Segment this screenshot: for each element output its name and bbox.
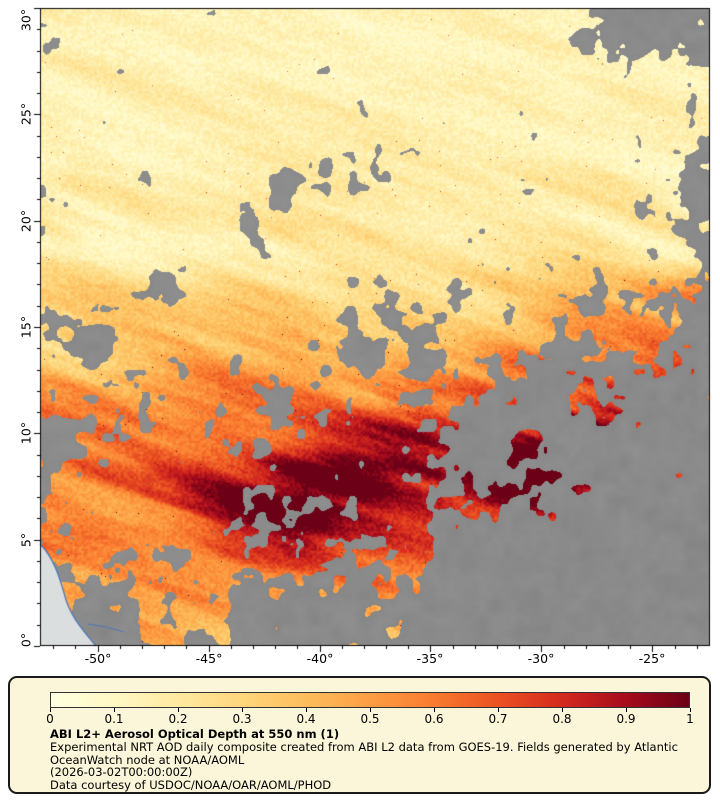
lat-tick-label: 15° bbox=[18, 315, 34, 339]
lat-tick-label: 25° bbox=[18, 102, 34, 126]
colorbar-tick-label: 1 bbox=[686, 712, 694, 726]
product-title: ABI L2+ Aerosol Optical Depth at 550 nm … bbox=[50, 727, 340, 741]
colorbar-tick-label: 0.2 bbox=[168, 712, 188, 726]
colorbar-ticks bbox=[50, 708, 691, 712]
colorbar-tick-label: 0.7 bbox=[488, 712, 508, 726]
colorbar-tick-label: 0.8 bbox=[552, 712, 572, 726]
product-description: Experimental NRT AOD daily composite cre… bbox=[50, 739, 678, 767]
colorbar-tick-label: 0.1 bbox=[104, 712, 124, 726]
lat-tick-label: 10° bbox=[18, 421, 34, 445]
colorbar-tick-label: 0.6 bbox=[424, 712, 444, 726]
lon-tick-label: -40° bbox=[306, 651, 334, 666]
lat-tick-label: 5° bbox=[18, 532, 34, 548]
colorbar-tick-label: 0.9 bbox=[616, 712, 636, 726]
lat-tick-label: 0° bbox=[18, 632, 34, 648]
lon-tick-label: -30° bbox=[527, 651, 555, 666]
colorbar-tick-label: 0.3 bbox=[232, 712, 252, 726]
colorbar-tick-label: 0 bbox=[46, 712, 54, 726]
colorbar-labels: 0 0.1 0.2 0.3 0.4 0.5 0.6 0.7 0.8 0.9 1 bbox=[46, 712, 694, 726]
lon-tick-label: -35° bbox=[416, 651, 444, 666]
lon-tick-label: -50° bbox=[84, 651, 112, 666]
colorbar-gradient bbox=[50, 692, 690, 708]
credit-line: Data courtesy of USDOC/NOAA/OAR/AOML/PHO… bbox=[50, 778, 332, 793]
colorbar-tick-label: 0.5 bbox=[360, 712, 380, 726]
lon-tick-label: -45° bbox=[195, 651, 223, 666]
colorbar-tick-label: 0.4 bbox=[296, 712, 316, 726]
aod-map-canvas bbox=[0, 0, 720, 672]
legend-text: ABI L2+ Aerosol Optical Depth at 550 nm … bbox=[50, 728, 700, 792]
lon-tick-label: -25° bbox=[638, 651, 666, 666]
timestamp: (2026-03-02T00:00:00Z) bbox=[50, 765, 193, 780]
lat-tick-label: 20° bbox=[18, 209, 34, 233]
lat-tick-label: 30° bbox=[18, 8, 34, 32]
legend-panel: 0 0.1 0.2 0.3 0.4 0.5 0.6 0.7 0.8 0.9 1 … bbox=[8, 676, 711, 794]
